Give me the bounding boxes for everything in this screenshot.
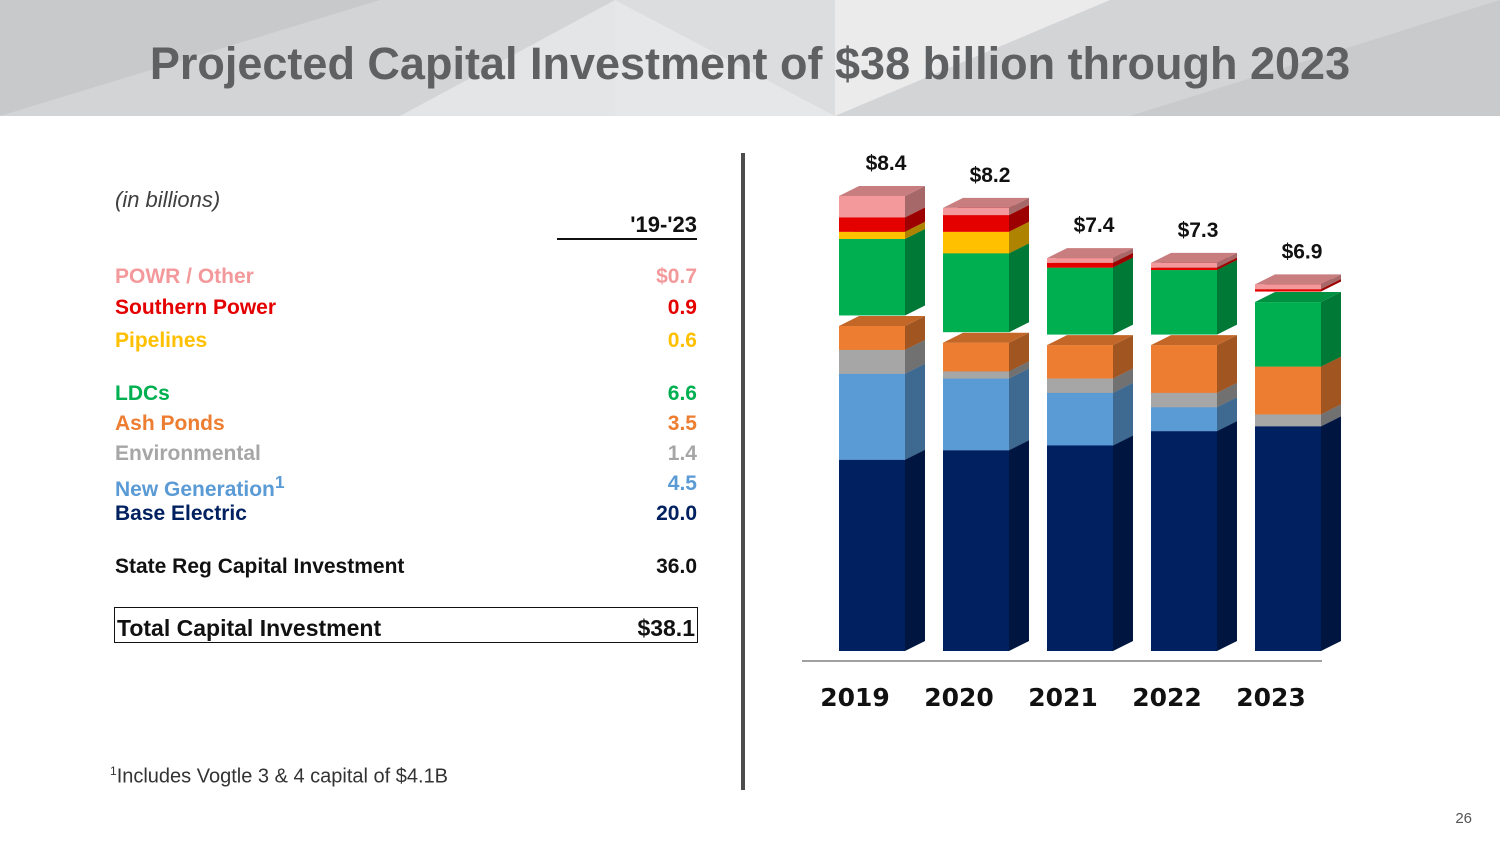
bar-segment [943, 332, 1029, 372]
row-label: Southern Power [115, 296, 277, 319]
page-number: 26 [1455, 810, 1472, 827]
table-row: Base Electric 20.0 [115, 502, 697, 528]
page-title: Projected Capital Investment of $38 bill… [149, 38, 1351, 89]
bar-segment [1255, 274, 1341, 290]
bar-segment [943, 440, 1029, 651]
row-label: POWR / Other [115, 265, 254, 288]
bar-segment [1151, 260, 1237, 335]
row-label: Ash Ponds [115, 412, 225, 435]
bar-segment [839, 185, 925, 218]
row-value: 20.0 [656, 502, 697, 525]
table-row: POWR / Other $0.7 [115, 265, 697, 291]
table-row: Environmental 1.4 [115, 442, 697, 468]
row-label: Pipelines [115, 329, 208, 352]
bar-segment [1047, 257, 1133, 335]
total-data-label: $6.9 [1282, 240, 1323, 263]
bar-segment [839, 363, 925, 460]
row-value: 0.6 [667, 329, 697, 352]
total-data-label: $7.3 [1178, 219, 1219, 242]
bar-segment [943, 197, 1029, 216]
x-tick-label: 2023 [1236, 683, 1306, 712]
bar-segment [839, 228, 925, 316]
bar-segment [839, 449, 925, 651]
row-value: $0.7 [656, 265, 697, 288]
row-value: 1.4 [667, 442, 697, 465]
total-value: $38.1 [637, 615, 695, 641]
table-row: State Reg Capital Investment 36.0 [115, 555, 697, 581]
x-tick-label: 2021 [1028, 683, 1098, 712]
row-label: Environmental [115, 442, 261, 465]
x-tick-label: 2020 [924, 683, 994, 712]
total-data-label: $8.4 [866, 152, 907, 175]
bar-segment [943, 243, 1029, 333]
row-value: 36.0 [656, 555, 697, 578]
total-row: Total Capital Investment $38.1 [114, 607, 698, 643]
row-value: 0.9 [667, 296, 697, 319]
stacked-bar-chart: $8.4 2019 $8.2 2020 $7.4 2021 $7.3 2022 $6.9 2023 [802, 152, 1341, 712]
bar-segment [1255, 292, 1341, 367]
bar-segment [1255, 416, 1341, 651]
bar-segment [1047, 335, 1133, 379]
footnote: 1Includes Vogtle 3 & 4 capital of $4.1B [110, 764, 448, 789]
bar-segment [1047, 435, 1133, 651]
header-banner: Projected Capital Investment of $38 bill… [0, 0, 1500, 116]
column-header: '19-'23 [557, 212, 697, 240]
row-footnote-marker: 1 [274, 472, 285, 492]
bar-segment [1151, 335, 1237, 393]
bar-segment [1151, 252, 1237, 268]
bar-segment [943, 368, 1029, 451]
units-note: (in billions) [115, 187, 221, 212]
bar-segment [839, 315, 925, 350]
row-value: 4.5 [667, 472, 697, 495]
footnote-marker: 1 [110, 764, 117, 778]
table-row: LDCs 6.6 [115, 382, 697, 408]
total-data-label: $8.2 [970, 164, 1011, 187]
row-label: New Generation [115, 478, 275, 501]
table-row: New Generation1 4.5 [115, 472, 697, 501]
row-value: 3.5 [667, 412, 697, 435]
table-row: Southern Power 0.9 [115, 296, 697, 322]
bar-segment [1151, 421, 1237, 651]
vertical-divider [741, 153, 745, 790]
table-row: Pipelines 0.6 [115, 329, 697, 355]
x-tick-label: 2022 [1132, 683, 1202, 712]
header-decoration [0, 0, 1500, 116]
row-label: State Reg Capital Investment [115, 555, 405, 578]
row-label: LDCs [115, 382, 170, 405]
row-value: 6.6 [667, 382, 697, 405]
table-row: Ash Ponds 3.5 [115, 412, 697, 438]
total-label: Total Capital Investment [117, 615, 382, 641]
footnote-text: Includes Vogtle 3 & 4 capital of $4.1B [116, 765, 449, 788]
x-tick-label: 2019 [820, 683, 890, 712]
bar-segment [1047, 248, 1133, 263]
row-label: Base Electric [115, 502, 247, 525]
total-data-label: $7.4 [1074, 214, 1115, 237]
